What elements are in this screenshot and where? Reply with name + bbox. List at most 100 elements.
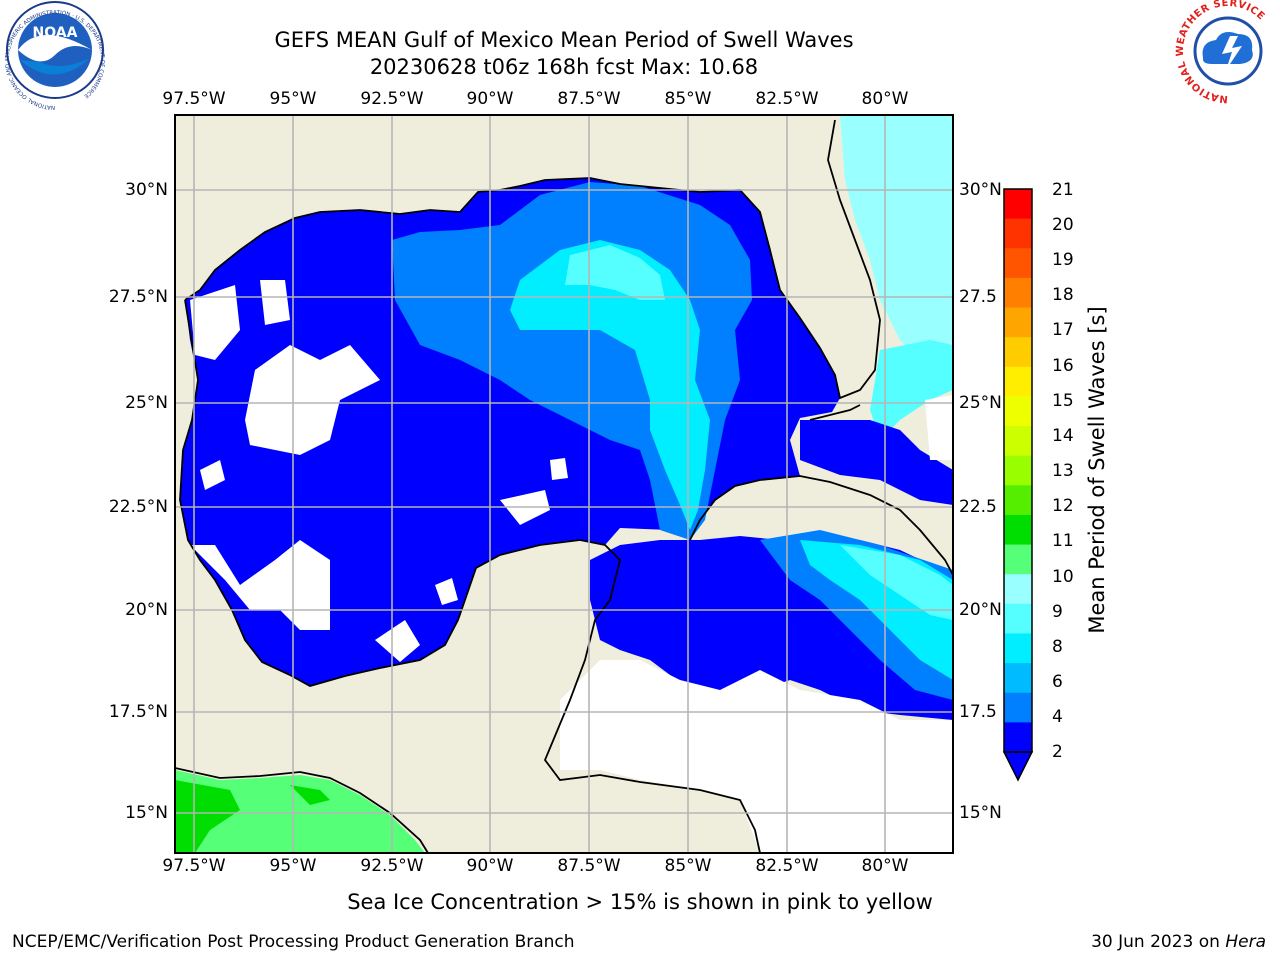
colorbar-segment	[1004, 337, 1032, 368]
colorbar-segment	[1004, 603, 1032, 634]
coastline	[175, 119, 953, 853]
lat-label: 25°N	[125, 393, 168, 413]
atlantic-swell-region	[870, 340, 953, 440]
lon-label: 90°W	[466, 89, 514, 109]
lat-label: 22.5	[959, 497, 997, 517]
colorbar-segment	[1004, 396, 1032, 427]
lon-label: 80°W	[861, 89, 909, 109]
lon-label: 85°W	[664, 89, 712, 109]
date-stamp: 30 Jun 2023 on Hera	[1091, 932, 1266, 952]
colorbar-tick: 2	[1052, 742, 1063, 762]
map-frame	[175, 115, 953, 853]
lat-label: 27.5	[959, 287, 997, 307]
colorbar-tick: 9	[1052, 602, 1063, 622]
colorbar-segment	[1004, 366, 1032, 397]
colorbar-tick: 10	[1052, 567, 1074, 587]
lat-label: 30°N	[959, 180, 1002, 200]
caribbean-light-core	[840, 545, 953, 620]
colorbar-tick: 21	[1052, 180, 1074, 200]
colorbar-tick: 17	[1052, 320, 1074, 340]
colorbar-tick: 12	[1052, 496, 1074, 516]
colorbar-tick: 16	[1052, 356, 1074, 376]
lon-label: 85°W	[664, 856, 712, 876]
lat-label: 25°N	[959, 393, 1002, 413]
lat-label: 17.5°N	[108, 702, 168, 722]
gap-region	[925, 395, 953, 460]
lon-label: 90°W	[466, 856, 514, 876]
colorbar-segment	[1004, 633, 1032, 664]
gap-region	[260, 280, 290, 325]
gap-region	[435, 578, 458, 605]
pacific-dark-green	[290, 785, 330, 805]
lon-label: 97.5°W	[162, 856, 226, 876]
colorbar-tick: 6	[1052, 672, 1063, 692]
colorbar-tick: 19	[1052, 250, 1074, 270]
colorbar-segment	[1004, 307, 1032, 338]
gap-region	[200, 460, 225, 490]
florida-straits-region	[800, 420, 953, 505]
colorbar-segment	[1004, 485, 1032, 516]
colorbar-segment	[1004, 248, 1032, 279]
map-subtitle: 20230628 t06z 168h fcst Max: 10.68	[369, 55, 759, 79]
colorbar-segments	[1004, 189, 1032, 753]
colorbar-tick: 4	[1052, 707, 1063, 727]
map-border	[174, 114, 954, 854]
gap-region	[245, 345, 380, 455]
central-gulf-light-core	[565, 245, 665, 300]
lon-label: 82.5°W	[755, 856, 819, 876]
colorbar-tick: 13	[1052, 461, 1074, 481]
lon-label: 92.5°W	[360, 89, 424, 109]
lon-label: 80°W	[861, 856, 909, 876]
lat-label: 30°N	[125, 180, 168, 200]
colorbar-segment	[1004, 189, 1032, 220]
lat-label: 20°N	[959, 600, 1002, 620]
colorbar-segment	[1004, 722, 1032, 753]
lon-label: 95°W	[269, 856, 317, 876]
atlantic-swell-region	[840, 115, 953, 360]
lat-label: 17.5	[959, 702, 997, 722]
colorbar-frame	[1003, 188, 1033, 753]
colorbar	[1002, 188, 1034, 782]
lat-label: 27.5°N	[108, 287, 168, 307]
lon-label: 82.5°W	[755, 89, 819, 109]
map-title: GEFS MEAN Gulf of Mexico Mean Period of …	[274, 28, 854, 52]
lat-label: 15°N	[125, 803, 168, 823]
colorbar-tick: 20	[1052, 215, 1074, 235]
lat-label: 20°N	[125, 600, 168, 620]
colorbar-tick: 15	[1052, 391, 1074, 411]
lon-label: 92.5°W	[360, 856, 424, 876]
colorbar-segment	[1004, 663, 1032, 694]
lon-label: 87.5°W	[557, 856, 621, 876]
colorbar-label: Mean Period of Swell Waves [s]	[1085, 306, 1109, 634]
gap-region	[190, 540, 330, 630]
colorbar-segment	[1004, 426, 1032, 457]
colorbar-segment	[1004, 455, 1032, 486]
lon-label: 97.5°W	[162, 89, 226, 109]
central-gulf-cyan-core	[510, 240, 710, 530]
colorbar-tick: 14	[1052, 426, 1074, 446]
colorbar-tick: 18	[1052, 285, 1074, 305]
gap-region	[190, 285, 240, 360]
lon-label: 95°W	[269, 89, 317, 109]
pacific-dark-green	[175, 780, 240, 853]
credit-text: NCEP/EMC/Verification Post Processing Pr…	[12, 932, 575, 952]
colorbar-segment	[1004, 514, 1032, 546]
colorbar-extend-arrow	[1002, 751, 1034, 782]
gap-region	[550, 458, 568, 480]
host-name: Hera	[1225, 932, 1266, 952]
lat-label: 15°N	[959, 803, 1002, 823]
colorbar-tick: 11	[1052, 531, 1074, 551]
colorbar-segment	[1004, 277, 1032, 309]
gap-region	[375, 620, 420, 662]
sea-ice-note: Sea Ice Concentration > 15% is shown in …	[347, 890, 933, 914]
lon-label: 87.5°W	[557, 89, 621, 109]
pacific-green-region	[175, 770, 425, 853]
lat-label: 22.5°N	[108, 497, 168, 517]
colorbar-segment	[1004, 574, 1032, 605]
graticule	[175, 115, 953, 853]
colorbar-segment	[1004, 544, 1032, 575]
colorbar-segment	[1004, 218, 1032, 249]
caribbean-white-area	[560, 660, 953, 853]
colorbar-segment	[1004, 692, 1032, 723]
